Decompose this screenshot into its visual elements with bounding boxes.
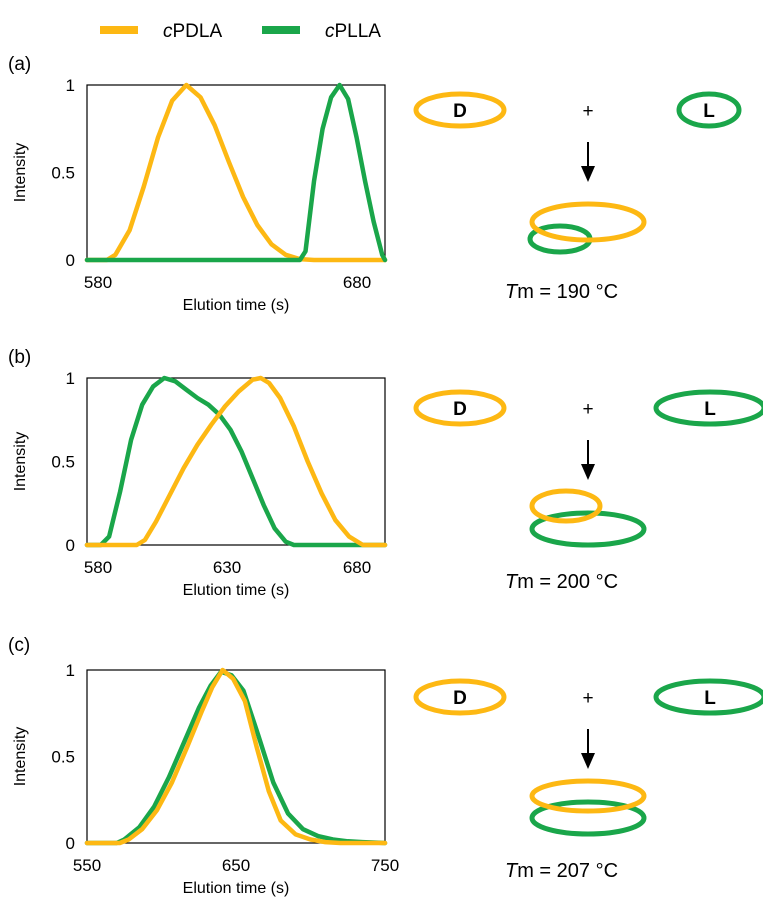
series-line-cplla [84,669,388,846]
ring-l [676,91,742,129]
y-tick-label: 1 [66,76,75,95]
ring-l-label: L [704,399,716,420]
y-tick-label: 1 [66,369,75,388]
plot-frame [86,84,386,261]
arrow-head [581,753,595,769]
ring-d [413,678,507,716]
legend-label-cplla: cPLLA [325,21,381,42]
y-axis-label: Intensity [12,432,29,492]
series-line-cpdla [84,667,388,846]
chart-panel-b: (b) 0 0.5 1 580 630 680 Elution time (s) Intensi… [8,347,763,599]
x-tick-label: 580 [84,558,112,577]
ring-l-label: L [703,101,715,122]
legend-label-cpdla: cPDLA [163,21,222,42]
x-tick-label: 550 [73,856,101,875]
x-tick-label: 650 [222,856,250,875]
y-axis-label: Intensity [12,727,29,787]
panel-label: (a) [8,54,31,75]
x-tick-label: 580 [84,273,112,292]
x-axis-label: Elution time (s) [183,582,290,599]
chart-panel-c: (c) 0 0.5 1 550 650 750 Elution time (s) Intensi… [8,635,763,897]
tm-italic: T [505,281,519,303]
ring-l-label: L [704,688,716,709]
y-tick-label: 1 [66,661,75,680]
plot-frame [86,669,386,844]
ring-d-label: D [453,101,467,122]
tm-value: m = 190 °C [517,281,618,303]
complex-ring-l [529,510,647,548]
plus-sign: + [582,688,593,709]
ring-l [653,389,763,427]
tm-label: Tm = 207 °C [505,860,618,882]
x-tick-label: 750 [371,856,399,875]
tm-value: m = 200 °C [517,571,618,593]
down-arrow-icon [581,142,595,182]
complex-ring-d [529,778,647,814]
y-tick-label: 0.5 [51,453,75,472]
series-line-cpdla [84,82,388,263]
y-tick-label: 0.5 [51,748,75,767]
series-line-cplla [84,375,388,548]
series-line-cpdla [84,375,388,548]
complex-ring-l [529,799,647,837]
tm-italic: T [505,571,519,593]
y-tick-label: 0 [66,536,75,555]
tm-label: Tm = 190 °C [505,281,618,303]
y-axis-label: Intensity [12,143,29,203]
complex-ring-d [529,201,647,243]
ring-scheme: D + L Tm = 207 °C [413,678,763,882]
x-tick-label: 630 [213,558,241,577]
plus-sign: + [582,101,593,122]
ring-scheme: D + L Tm = 190 °C [413,91,742,303]
legend-cpdla-rest: PDLA [173,21,223,42]
plot-frame [86,377,386,546]
down-arrow-icon [581,729,595,769]
ring-l [653,678,763,716]
ring-d-label: D [453,688,467,709]
tm-value: m = 207 °C [517,860,618,882]
tm-label: Tm = 200 °C [505,571,618,593]
panel-label: (b) [8,347,31,368]
x-axis-label: Elution time (s) [183,297,290,314]
y-tick-label: 0 [66,834,75,853]
legend-cplla-rest: PLLA [335,21,382,42]
arrow-head [581,464,595,480]
y-tick-label: 0.5 [51,164,75,183]
x-axis-label: Elution time (s) [183,880,290,897]
legend-cpdla-italic: c [163,21,173,42]
x-tick-label: 680 [343,558,371,577]
complex-ring-d [529,488,603,524]
ring-scheme: D + L Tm = 200 °C [413,389,763,593]
chart-panel-a: (a) 0 0.5 1 580 680 Elution time (s) Intensity D… [8,54,742,314]
ring-d [413,91,507,129]
legend: cPDLA cPLLA [100,21,381,42]
arrow-head [581,166,595,182]
panel-label: (c) [8,635,30,656]
plus-sign: + [582,399,593,420]
y-tick-label: 0 [66,251,75,270]
tm-italic: T [505,860,519,882]
series-line-cplla [84,82,388,263]
down-arrow-icon [581,440,595,480]
x-tick-label: 680 [343,273,371,292]
ring-d [413,389,507,427]
ring-d-label: D [453,399,467,420]
legend-cplla-italic: c [325,21,335,42]
